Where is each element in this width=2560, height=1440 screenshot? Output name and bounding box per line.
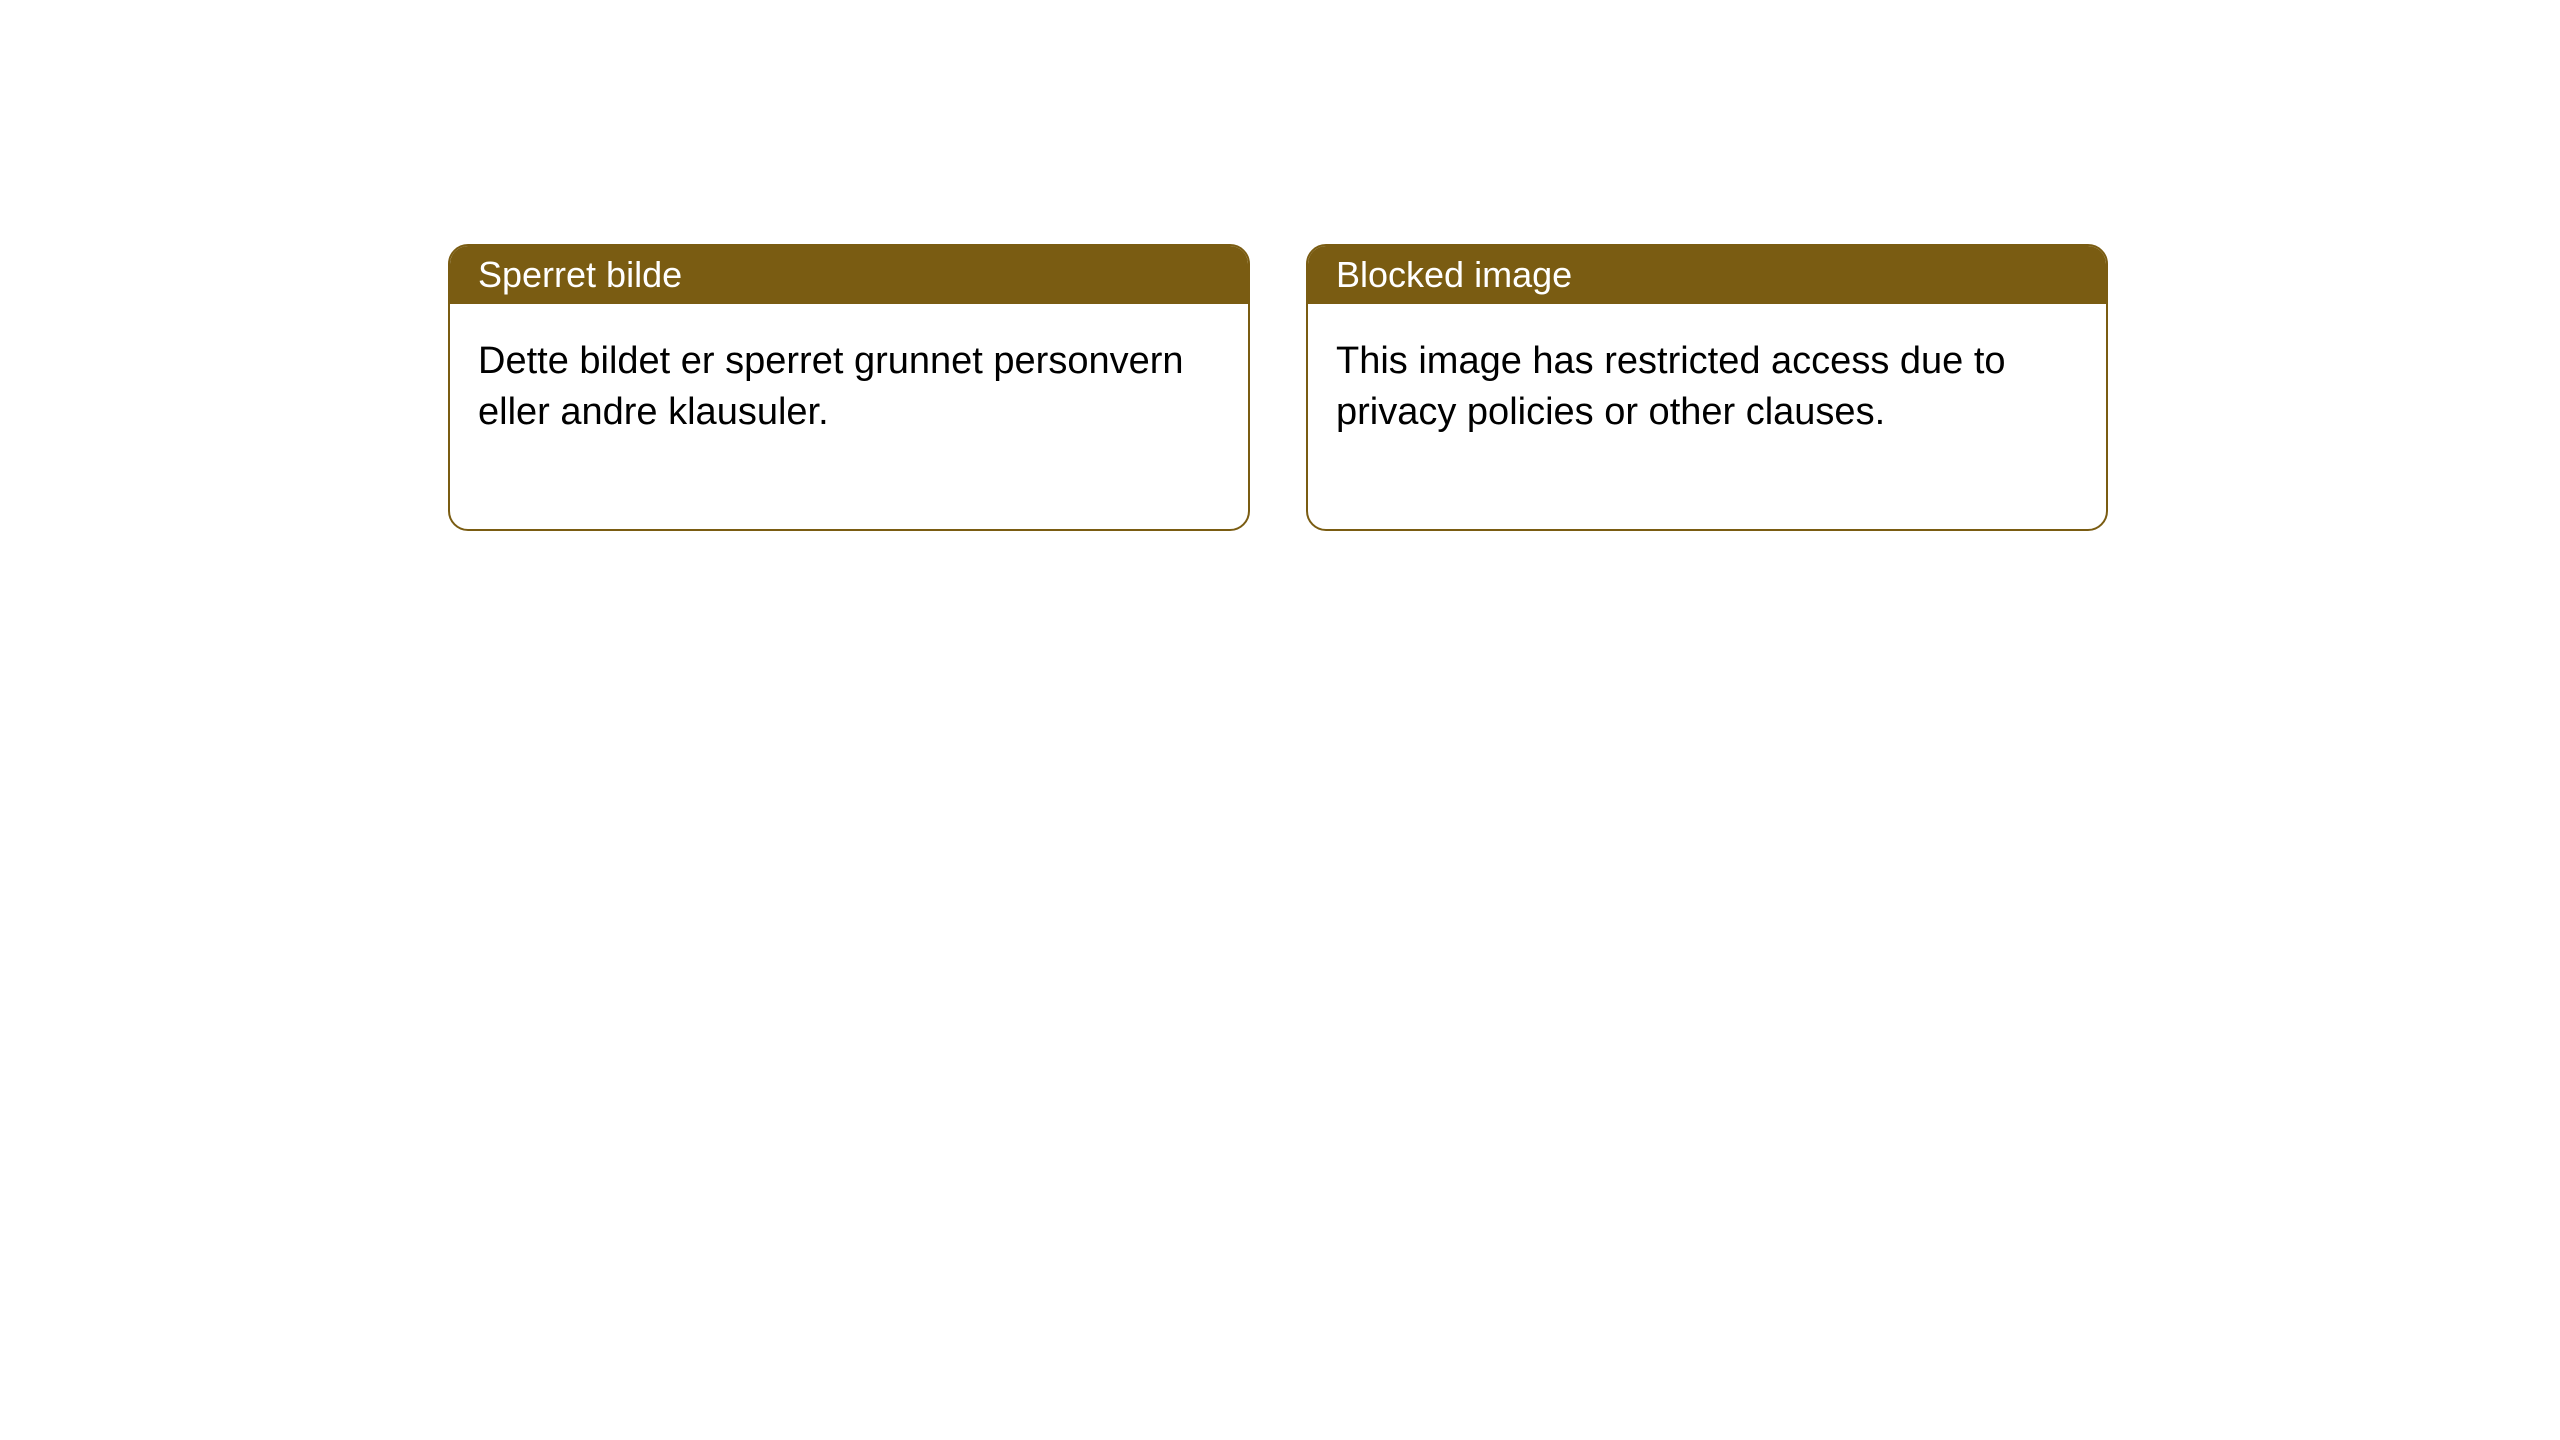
- notice-cards-container: Sperret bilde Dette bildet er sperret gr…: [448, 244, 2108, 531]
- card-body: Dette bildet er sperret grunnet personve…: [450, 304, 1248, 529]
- card-header: Sperret bilde: [450, 246, 1248, 304]
- card-body-text: This image has restricted access due to …: [1336, 340, 2006, 433]
- notice-card-norwegian: Sperret bilde Dette bildet er sperret gr…: [448, 244, 1250, 531]
- card-body: This image has restricted access due to …: [1308, 304, 2106, 529]
- notice-card-english: Blocked image This image has restricted …: [1306, 244, 2108, 531]
- card-title: Sperret bilde: [478, 254, 682, 295]
- card-header: Blocked image: [1308, 246, 2106, 304]
- card-title: Blocked image: [1336, 254, 1572, 295]
- card-body-text: Dette bildet er sperret grunnet personve…: [478, 340, 1184, 433]
